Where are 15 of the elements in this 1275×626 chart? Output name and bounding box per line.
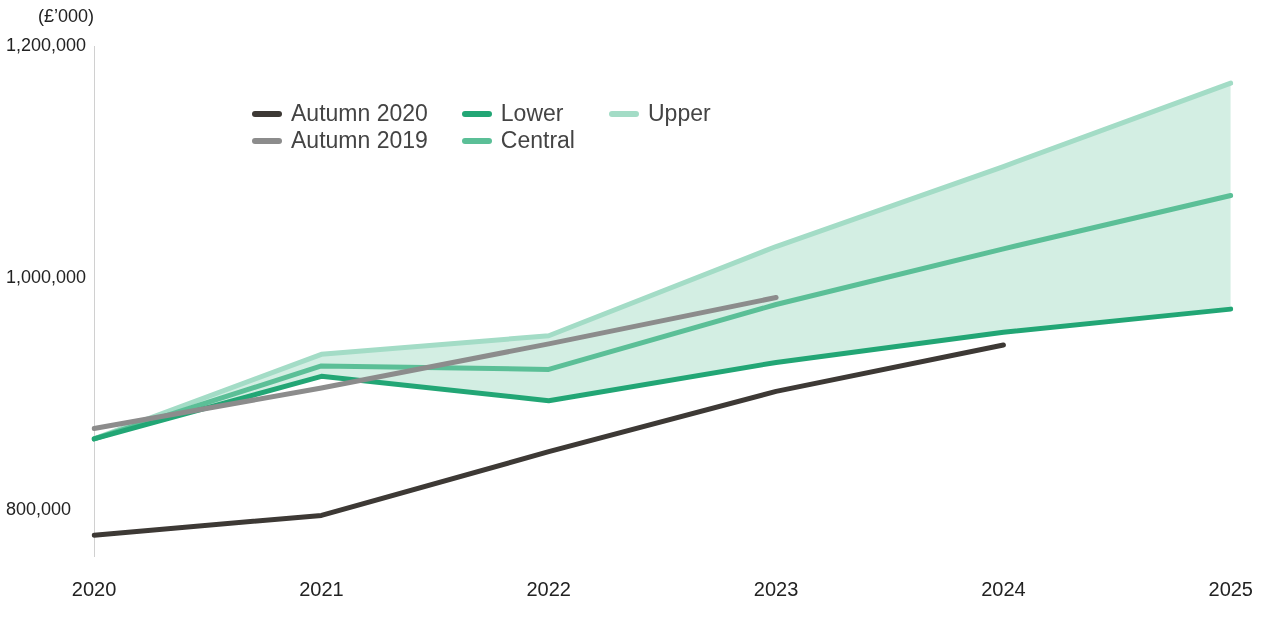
- legend-label: Upper: [647, 100, 711, 127]
- y-axis-title: (£’000): [38, 6, 95, 27]
- x-tick-label: 2024: [981, 577, 1026, 600]
- y-tick-label: 1,200,000: [6, 34, 87, 55]
- y-tick-label: 1,000,000: [6, 266, 87, 287]
- legend-label: Lower: [500, 100, 564, 127]
- x-tick-label: 2020: [71, 577, 117, 600]
- legend-label: Autumn 2019: [291, 127, 428, 154]
- x-tick-label: 2025: [1208, 577, 1253, 600]
- x-tick-label: 2022: [526, 577, 571, 600]
- legend-label: Central: [500, 127, 575, 154]
- x-tick-label: 2023: [753, 577, 799, 600]
- x-tick-label: 2021: [299, 577, 344, 600]
- legend-label: Autumn 2020: [291, 100, 428, 127]
- y-tick-label: 800,000: [6, 498, 72, 519]
